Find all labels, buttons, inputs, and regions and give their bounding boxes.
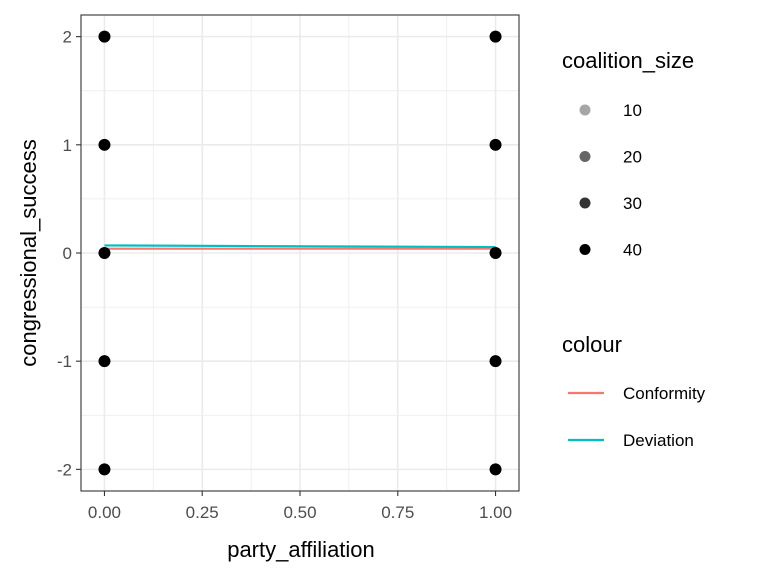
legend-size-key-40 — [579, 244, 591, 255]
y-tick-label: 1 — [63, 136, 72, 155]
legend-colour-label-deviation: Deviation — [623, 431, 694, 450]
trend-lines — [104, 244, 496, 250]
data-point — [98, 247, 111, 259]
x-tick-label: 0.00 — [88, 503, 121, 522]
data-points — [98, 30, 502, 476]
y-tick-label: 2 — [63, 28, 72, 47]
y-axis-title: congressional_success — [16, 139, 41, 366]
legend-colour: colour Conformity Deviation — [562, 332, 706, 450]
legend-coalition-size: coalition_size 10 20 30 40 — [562, 48, 694, 260]
data-point — [489, 138, 502, 151]
x-tick-label: 1.00 — [479, 503, 512, 522]
x-tick-label: 0.25 — [186, 503, 219, 522]
trend-line-deviation — [104, 244, 496, 249]
y-tick-label: -1 — [57, 352, 72, 371]
data-point — [98, 355, 111, 368]
data-point — [489, 30, 502, 43]
x-tick-label: 0.75 — [381, 503, 414, 522]
legend-colour-label-conformity: Conformity — [623, 384, 706, 403]
legend-size-label-30: 30 — [623, 194, 642, 213]
x-axis-title: party_affiliation — [227, 537, 375, 562]
legend-size-label-20: 20 — [623, 148, 642, 167]
legend-size-label-40: 40 — [623, 241, 642, 260]
x-tick-label: 0.50 — [283, 503, 316, 522]
y-tick-label: -2 — [57, 460, 72, 479]
legend-size-title: coalition_size — [562, 48, 694, 73]
legend-size-key-30 — [579, 197, 591, 209]
legend-size-label-10: 10 — [623, 101, 642, 120]
legend-size-key-10 — [579, 104, 591, 116]
data-point — [489, 247, 502, 259]
data-point — [98, 463, 111, 476]
data-point — [98, 30, 111, 43]
axis-ticks: 0.00 0.25 0.50 0.75 1.00 -2 -1 0 1 2 — [57, 28, 512, 522]
y-tick-label: 0 — [63, 244, 72, 263]
legend-colour-title: colour — [562, 332, 622, 357]
data-point — [489, 355, 502, 368]
data-point — [489, 463, 502, 476]
legend-size-key-20 — [579, 151, 591, 162]
data-point — [98, 138, 111, 151]
